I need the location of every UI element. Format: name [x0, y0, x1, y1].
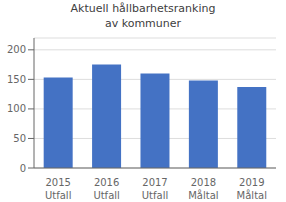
svg-text:2016: 2016 [94, 177, 119, 188]
svg-text:200: 200 [8, 44, 26, 55]
html-text:av kommuner: av kommuner [104, 17, 182, 30]
svg-text:2015: 2015 [45, 177, 70, 188]
svg-text:Utfall: Utfall [93, 190, 119, 201]
svg-text:Utfall: Utfall [142, 190, 168, 201]
svg-text:150: 150 [8, 74, 26, 85]
html-text:Aktuell hållbarhetsranking: Aktuell hållbarhetsranking [70, 2, 216, 15]
svg-text:50: 50 [13, 133, 26, 144]
svg-text:100: 100 [8, 103, 26, 114]
svg-text:Måltal: Måltal [237, 189, 267, 201]
svg-text:2019: 2019 [239, 177, 264, 188]
svg-text:2018: 2018 [191, 177, 216, 188]
svg-text:Måltal: Måltal [188, 189, 218, 201]
svg-text:0: 0 [20, 163, 26, 174]
svg-text:2017: 2017 [142, 177, 167, 188]
svg-text:Utfall: Utfall [45, 190, 71, 201]
